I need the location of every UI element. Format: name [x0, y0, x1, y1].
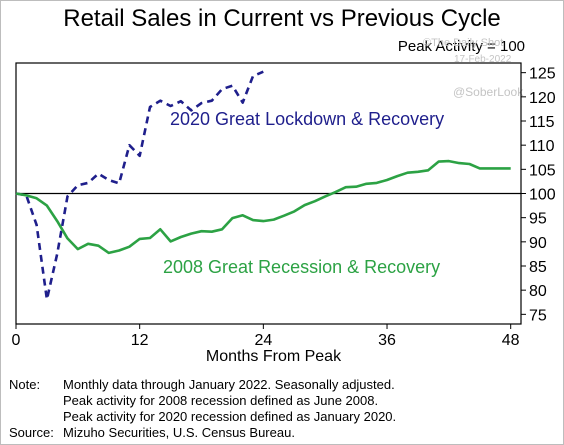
source-line: Mizuho Securities, U.S. Census Bureau. [63, 425, 295, 440]
y-tick-label: 115 [529, 114, 555, 131]
y-tick-label: 95 [529, 211, 547, 228]
annotation-2008: 2008 Great Recession & Recovery [163, 257, 440, 277]
chart-title: Retail Sales in Current vs Previous Cycl… [63, 5, 501, 32]
x-tick-label: 12 [131, 332, 149, 349]
chart-subtitle: Peak Activity = 100 [397, 38, 525, 55]
y-tick-label: 75 [529, 307, 547, 324]
series-line-2020 [15, 70, 264, 301]
x-tick-label: 24 [254, 332, 272, 349]
note-line-3: Peak activity for 2020 recession defined… [63, 409, 397, 424]
x-tick-label: 48 [502, 332, 520, 349]
y-tick-label: 120 [529, 90, 556, 107]
series-line-2008 [15, 159, 511, 255]
annotation-2020: 2020 Great Lockdown & Recovery [170, 109, 444, 129]
watermark-date: 17-Feb-2022 [454, 54, 512, 65]
x-tick-label: 36 [378, 332, 396, 349]
watermark-source: ©The Daily Shot [423, 37, 504, 49]
y-tick-label: 105 [529, 162, 556, 179]
source-label: Source: [9, 425, 54, 440]
watermark-handle: @SoberLook [453, 85, 524, 99]
y-tick-label: 80 [529, 283, 547, 300]
y-tick-label: 90 [529, 235, 547, 252]
x-axis-label: Months From Peak [206, 348, 342, 365]
note-line-2: Peak activity for 2008 recession defined… [63, 393, 379, 408]
note-label: Note: [9, 377, 41, 392]
y-tick-label: 110 [529, 138, 555, 155]
x-tick-label: 0 [12, 332, 21, 349]
y-tick-label: 85 [529, 259, 547, 276]
y-tick-label: 125 [529, 66, 556, 83]
note-line-1: Monthly data through January 2022. Seaso… [63, 377, 395, 392]
y-tick-label: 100 [529, 187, 556, 204]
